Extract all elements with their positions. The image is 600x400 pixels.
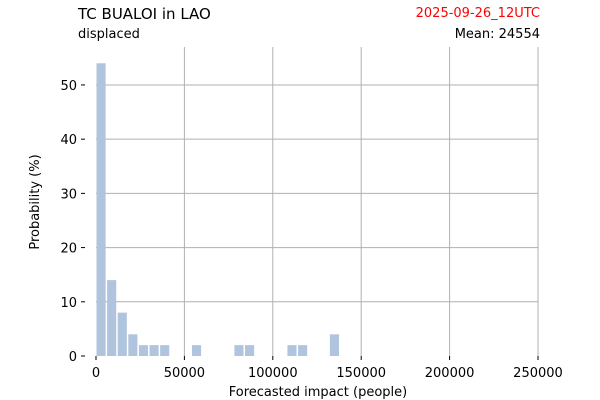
y-tick-label: 0 <box>69 350 77 365</box>
x-tick-label: 250000 <box>513 366 563 381</box>
x-tick-label: 50000 <box>164 366 205 381</box>
y-axis-label: Probability (%) <box>28 154 43 249</box>
x-tick-label: 200000 <box>425 366 475 381</box>
x-tick-label: 0 <box>92 366 100 381</box>
x-axis-ticks: 0 50000 100000 150000 200000 250000 <box>92 356 563 381</box>
y-axis-ticks: 0 10 20 30 40 50 <box>60 79 85 365</box>
grid-lines <box>96 47 539 356</box>
histogram-bar <box>245 345 255 356</box>
y-tick-label: 50 <box>60 79 77 94</box>
chart-subtitle: displaced <box>78 27 140 42</box>
bars <box>96 63 339 357</box>
histogram-bar <box>138 345 149 356</box>
histogram-bar <box>234 345 244 356</box>
y-tick-label: 10 <box>60 296 77 311</box>
chart-title: TC BUALOI in LAO <box>78 5 211 23</box>
mean-value: Mean: 24554 <box>454 27 540 42</box>
histogram-bar <box>287 345 297 356</box>
x-tick-label: 100000 <box>248 366 298 381</box>
histogram-bar <box>191 345 202 356</box>
histogram-bar <box>329 334 339 356</box>
histogram-bar <box>107 280 117 356</box>
y-tick-label: 40 <box>60 133 77 148</box>
histogram-bar <box>160 345 170 356</box>
y-tick-label: 30 <box>60 187 77 202</box>
y-tick-label: 20 <box>60 242 77 257</box>
histogram-bar <box>149 345 159 356</box>
x-axis-label: Forecasted impact (people) <box>229 385 407 400</box>
histogram-bar <box>96 63 106 357</box>
histogram-bar <box>128 334 138 356</box>
histogram-bar <box>117 312 127 356</box>
forecast-date: 2025-09-26_12UTC <box>415 6 540 21</box>
x-tick-label: 150000 <box>336 366 386 381</box>
histogram-bar <box>298 345 308 356</box>
